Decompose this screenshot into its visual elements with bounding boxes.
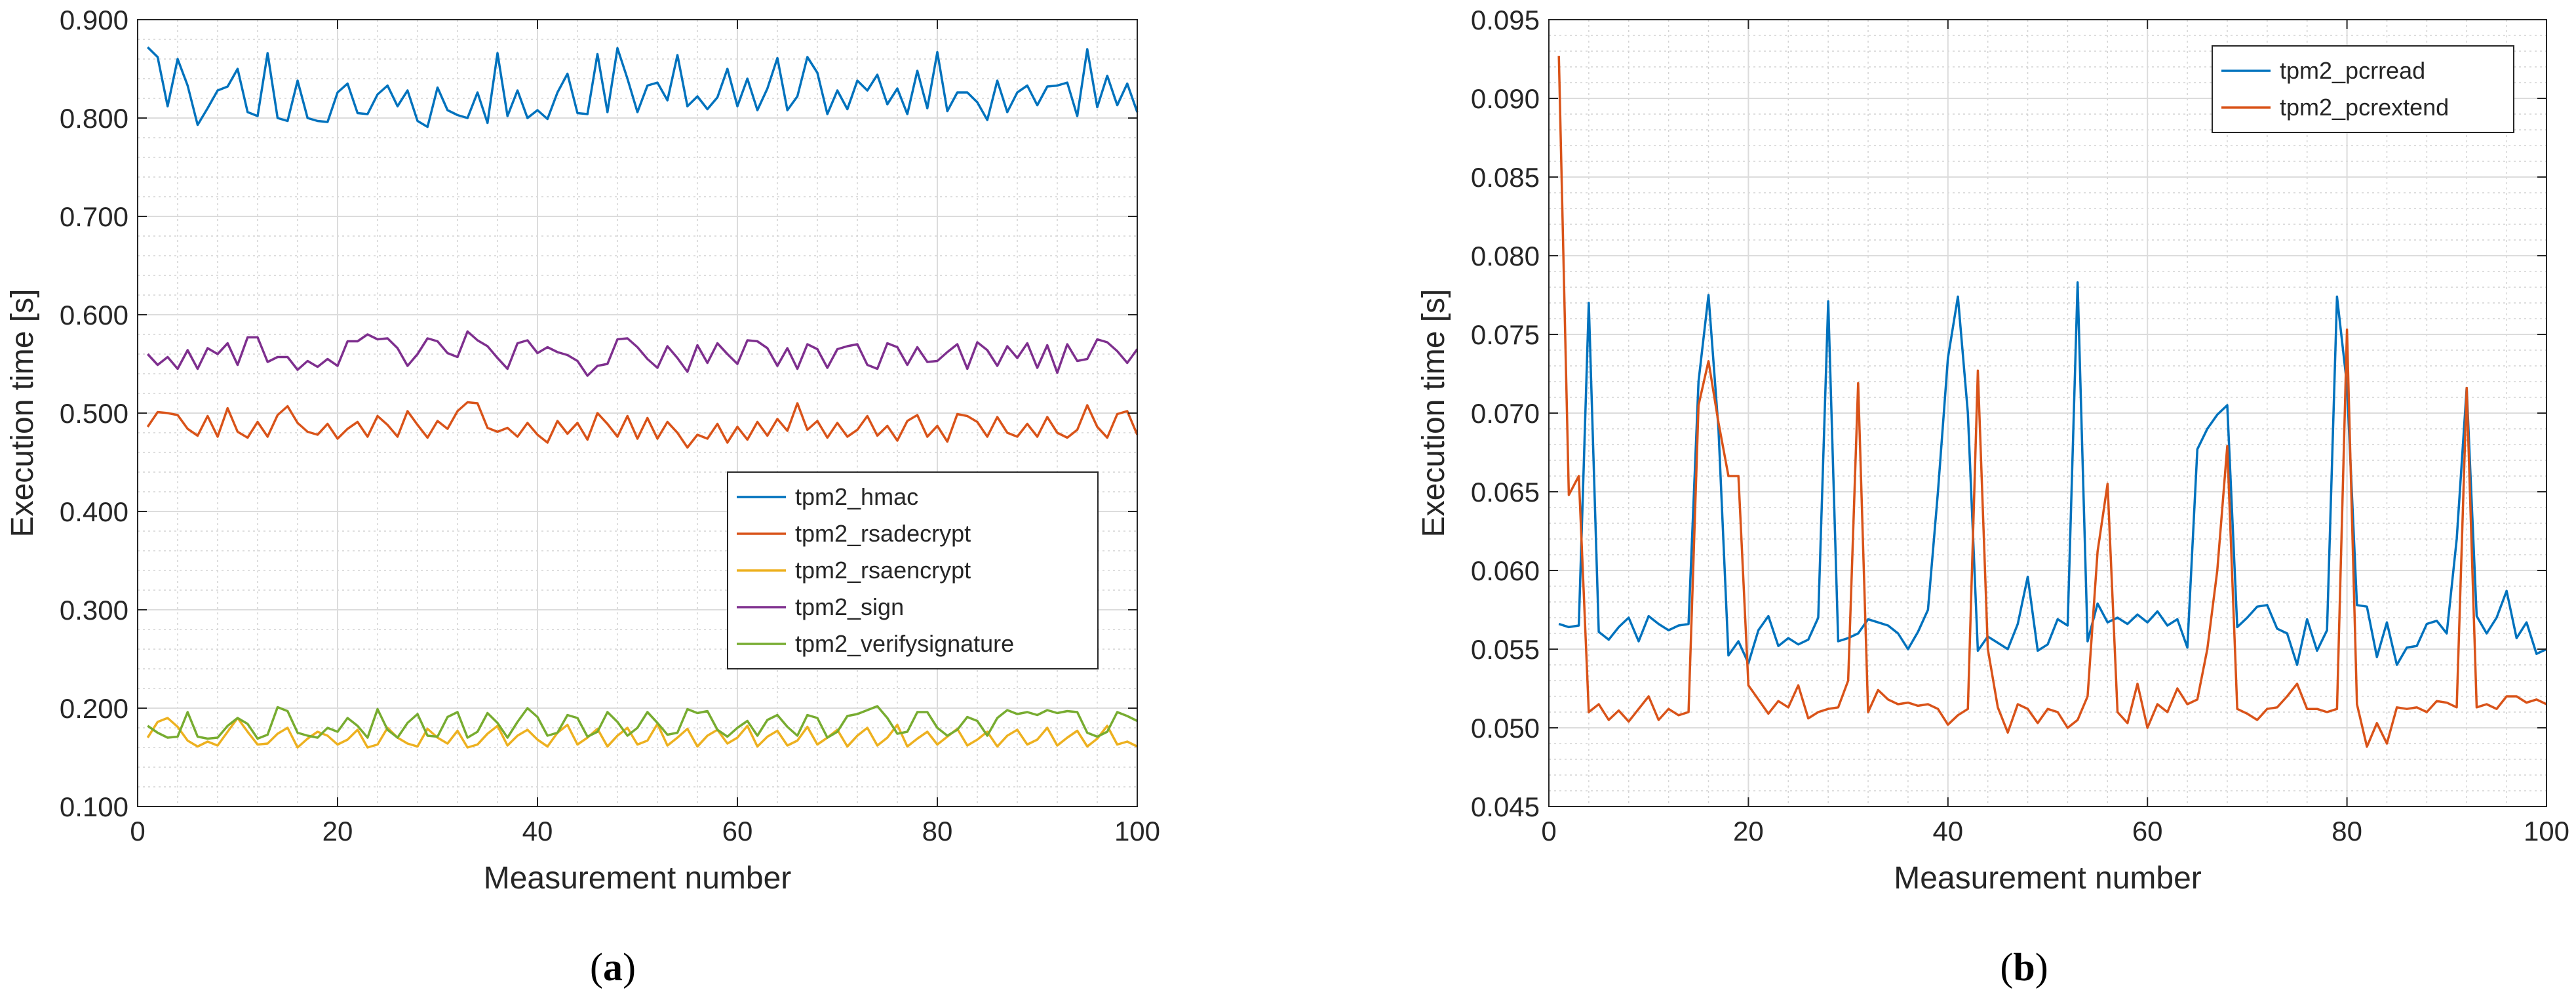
y-ticks-a: 0.100 0.200 0.300 0.400 0.500 0.600 0.700 0.800… bbox=[60, 5, 1137, 822]
y-tick-label: 0.080 bbox=[1471, 241, 1540, 271]
series-layer-b bbox=[1557, 56, 2547, 748]
y-tick-label: 0.050 bbox=[1471, 713, 1540, 744]
x-axis-label-b: Measurement number bbox=[1894, 861, 2202, 896]
series-line-tpm2_hmac bbox=[147, 46, 1139, 129]
y-tick-label: 0.090 bbox=[1471, 83, 1540, 114]
series-line-tpm2_pcrextend bbox=[1557, 56, 2547, 748]
y-ticks-b: 0.045 0.050 0.055 0.060 0.065 0.070 0.075 0.080… bbox=[1471, 5, 2547, 822]
legend-label: tpm2_pcrextend bbox=[2280, 94, 2449, 121]
y-tick-label: 0.045 bbox=[1471, 791, 1540, 822]
y-tick-label: 0.095 bbox=[1471, 5, 1540, 35]
series-line-tpm2_pcrread bbox=[1558, 281, 2547, 666]
y-tick-label: 0.500 bbox=[60, 398, 128, 429]
y-tick-label: 0.800 bbox=[60, 103, 128, 134]
x-tick-label: 40 bbox=[1932, 816, 1963, 847]
y-tick-label: 0.075 bbox=[1471, 319, 1540, 350]
legend-label: tpm2_hmac bbox=[795, 483, 918, 510]
series-line-tpm2_rsaencrypt bbox=[146, 717, 1138, 749]
x-axis-label-a: Measurement number bbox=[484, 861, 792, 896]
x-tick-label: 40 bbox=[522, 816, 553, 847]
x-tick-label: 60 bbox=[722, 816, 753, 847]
y-tick-label: 0.700 bbox=[60, 201, 128, 232]
y-tick-label: 0.060 bbox=[1471, 555, 1540, 586]
y-tick-label: 0.200 bbox=[60, 693, 128, 724]
legend-label: tpm2_rsaencrypt bbox=[795, 557, 971, 584]
series-line-tpm2_verifysignature bbox=[147, 705, 1138, 740]
chart-panel-a: 0 20 40 60 80 100 0.1000.2000.3000.4000.5000.… bbox=[5, 5, 1160, 989]
x-tick-label: 20 bbox=[322, 816, 353, 847]
y-tick-label: 0.065 bbox=[1471, 477, 1540, 508]
legend-box bbox=[2212, 45, 2514, 133]
legend-box bbox=[727, 471, 1099, 669]
y-tick-label: 0.070 bbox=[1471, 398, 1540, 429]
series-line-tpm2_rsadecrypt bbox=[146, 401, 1139, 449]
y-tick-label: 0.100 bbox=[60, 791, 128, 822]
panel-label-b: (b) bbox=[2000, 946, 2048, 989]
legend-a: tpm2_hmac tpm2_rsadecrypt tpm2_rsaencryptt… bbox=[727, 471, 1099, 669]
y-tick-label: 0.300 bbox=[60, 595, 128, 626]
series-layer-a bbox=[146, 46, 1139, 749]
y-tick-label: 0.600 bbox=[60, 300, 128, 330]
x-tick-label: 80 bbox=[2332, 816, 2362, 847]
legend-label: tpm2_sign bbox=[795, 593, 904, 620]
series-line-tpm2_sign bbox=[146, 330, 1139, 377]
legend-b: tpm2_pcrread tpm2_pcrextend bbox=[2212, 45, 2514, 133]
x-tick-label: 80 bbox=[922, 816, 953, 847]
y-tick-label: 0.400 bbox=[60, 496, 128, 527]
legend-label: tpm2_verifysignature bbox=[795, 630, 1014, 657]
y-axis-label-b: Execution time [s] bbox=[1416, 289, 1451, 538]
panel-letter-a: a bbox=[603, 946, 623, 989]
x-ticks-b: 0 20 40 60 80 100 bbox=[1541, 20, 2569, 847]
legend-label: tpm2_pcrread bbox=[2280, 57, 2425, 84]
y-axis-label-a: Execution time [s] bbox=[5, 289, 40, 538]
x-tick-label: 100 bbox=[1114, 816, 1160, 847]
y-tick-label: 0.900 bbox=[60, 5, 128, 35]
x-tick-label: 0 bbox=[1541, 816, 1556, 847]
chart-panel-b: 0 20 40 60 80 100 0.0450.0500.0550.0600.0650.… bbox=[1416, 5, 2569, 989]
x-ticks-a: 0 20 40 60 80 100 bbox=[130, 20, 1160, 847]
legend-label: tpm2_rsadecrypt bbox=[795, 520, 971, 547]
x-tick-label: 20 bbox=[1733, 816, 1764, 847]
x-tick-label: 60 bbox=[2132, 816, 2163, 847]
panel-letter-b: b bbox=[2013, 946, 2035, 989]
major-grid-a bbox=[137, 19, 1138, 807]
x-tick-label: 0 bbox=[130, 816, 145, 847]
y-tick-label: 0.055 bbox=[1471, 634, 1540, 665]
panel-label-a: (a) bbox=[590, 946, 636, 989]
x-tick-label: 100 bbox=[2524, 816, 2569, 847]
y-tick-label: 0.085 bbox=[1471, 162, 1540, 193]
